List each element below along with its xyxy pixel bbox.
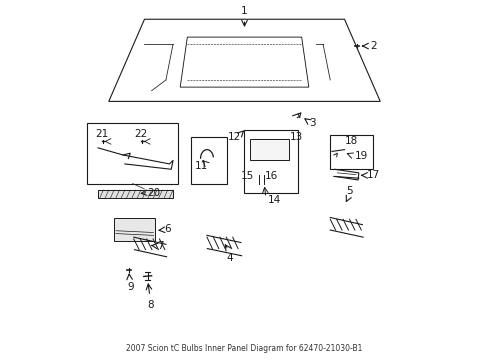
Text: 14: 14: [267, 195, 281, 204]
Text: 16: 16: [264, 171, 278, 181]
Text: 22: 22: [134, 129, 147, 139]
Text: 12: 12: [227, 132, 241, 142]
Bar: [114, 217, 155, 241]
Text: 18: 18: [345, 136, 358, 146]
Bar: [329, 135, 372, 169]
Text: 2: 2: [369, 41, 376, 51]
Text: 17: 17: [366, 170, 380, 180]
Text: 21: 21: [95, 129, 108, 139]
Text: 1: 1: [241, 6, 247, 16]
Text: 4: 4: [226, 253, 233, 263]
Text: 7: 7: [157, 241, 163, 251]
Text: 9: 9: [126, 282, 133, 292]
Bar: [249, 139, 288, 160]
Bar: [86, 123, 178, 184]
Text: 3: 3: [309, 118, 316, 128]
Text: 5: 5: [345, 186, 352, 196]
Text: 20: 20: [146, 188, 160, 198]
Text: 6: 6: [164, 224, 170, 234]
Text: 19: 19: [354, 151, 367, 161]
Bar: [98, 190, 173, 198]
Bar: [190, 137, 226, 184]
Bar: [244, 130, 298, 193]
Text: 2007 Scion tC Bulbs Inner Panel Diagram for 62470-21030-B1: 2007 Scion tC Bulbs Inner Panel Diagram …: [126, 344, 362, 353]
Text: 13: 13: [289, 132, 302, 142]
Text: 11: 11: [195, 161, 208, 171]
Text: 8: 8: [147, 300, 154, 310]
Text: 15: 15: [241, 171, 254, 181]
